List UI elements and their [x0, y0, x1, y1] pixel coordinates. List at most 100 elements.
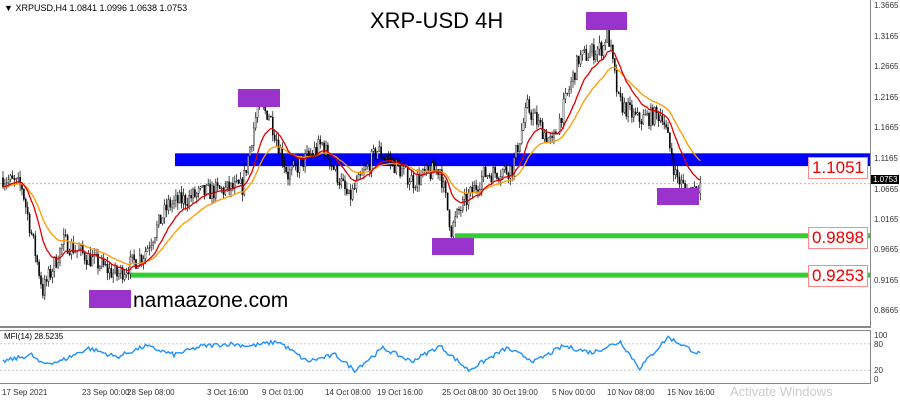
candle [218, 185, 221, 189]
candle [45, 279, 48, 282]
level-label: 0.9253 [808, 265, 868, 287]
candle [104, 263, 107, 266]
candle [36, 255, 38, 263]
candle [230, 182, 232, 191]
candle [351, 188, 354, 200]
candle [627, 102, 629, 117]
support-line [455, 233, 870, 239]
mfi-line [2, 335, 701, 374]
candle [338, 182, 341, 186]
y-tick-label: 1.2165 [874, 92, 899, 102]
candle [148, 247, 151, 249]
candle [520, 130, 523, 144]
candle [15, 178, 18, 181]
candle [659, 115, 662, 122]
candle [150, 245, 153, 248]
candle [387, 157, 390, 159]
candle [591, 44, 593, 53]
candle [615, 70, 618, 92]
symbol-header: ▼ XRPUSD,H4 1.0841 1.0996 1.0638 1.0753 [4, 3, 187, 13]
candle [287, 171, 289, 180]
candle [490, 175, 493, 183]
candle [634, 111, 637, 115]
candle [568, 89, 570, 94]
price-chart[interactable] [0, 0, 871, 328]
candle [235, 180, 238, 182]
candle [123, 274, 126, 280]
candle [131, 254, 134, 258]
candle [652, 107, 654, 125]
collapse-triangle-icon[interactable]: ▼ [4, 3, 13, 13]
candle [138, 254, 141, 266]
candle [416, 173, 419, 188]
candle [266, 110, 268, 120]
candle [374, 148, 377, 160]
candle [420, 174, 422, 185]
candle [425, 165, 428, 173]
candle [378, 146, 381, 152]
candle [116, 265, 118, 277]
candle [406, 165, 409, 185]
candle [171, 203, 173, 208]
candle [292, 160, 295, 166]
x-tick-label: 23 Sep 00:00 [82, 388, 130, 397]
candle [66, 235, 69, 254]
candle [201, 185, 204, 187]
candle [169, 199, 172, 208]
mfi-level: 80 [874, 340, 883, 349]
candle [190, 195, 192, 199]
candle [114, 265, 116, 274]
candle [298, 158, 301, 173]
candle [640, 121, 643, 125]
candle [270, 116, 272, 118]
candle [576, 55, 578, 81]
candle [349, 189, 352, 200]
candle [264, 106, 267, 112]
candle [682, 179, 684, 184]
candle [650, 107, 652, 126]
candle [528, 99, 531, 113]
level-label: 0.9898 [808, 227, 868, 249]
ohlc-values: 1.0841 1.0996 1.0638 1.0753 [69, 3, 188, 13]
marker-box [89, 290, 131, 308]
candle [471, 186, 474, 193]
mfi-level: 0 [874, 375, 879, 384]
candle [306, 150, 308, 154]
candle [291, 165, 293, 170]
candle [395, 159, 398, 174]
mfi-label: MFI(14) 28.5235 [4, 332, 64, 341]
candle [81, 245, 84, 253]
candle [526, 99, 529, 108]
candle [458, 209, 460, 211]
candle [336, 165, 339, 183]
candle [296, 163, 299, 173]
candle [530, 112, 532, 120]
candle [384, 158, 386, 160]
x-tick-label: 30 Oct 19:00 [492, 388, 538, 397]
marker-box [432, 238, 474, 255]
candle [577, 55, 580, 65]
mfi-panel[interactable] [0, 330, 871, 384]
candle [346, 188, 348, 194]
candle [91, 256, 94, 267]
candle [25, 199, 27, 208]
candle [505, 166, 508, 174]
candle [558, 118, 561, 134]
candle [313, 147, 316, 155]
candle [473, 185, 476, 193]
candle [365, 166, 367, 170]
candle [452, 221, 455, 237]
candle [543, 132, 546, 140]
candle [42, 284, 44, 296]
candle [642, 114, 645, 125]
candle [553, 131, 555, 138]
candle [418, 173, 420, 185]
candle [142, 258, 145, 263]
candle [538, 119, 540, 125]
candle [551, 136, 553, 138]
candle [163, 204, 166, 219]
y-tick-label: 1.1165 [874, 153, 898, 163]
candle [370, 151, 373, 173]
candle [53, 256, 56, 272]
candle [207, 183, 210, 186]
